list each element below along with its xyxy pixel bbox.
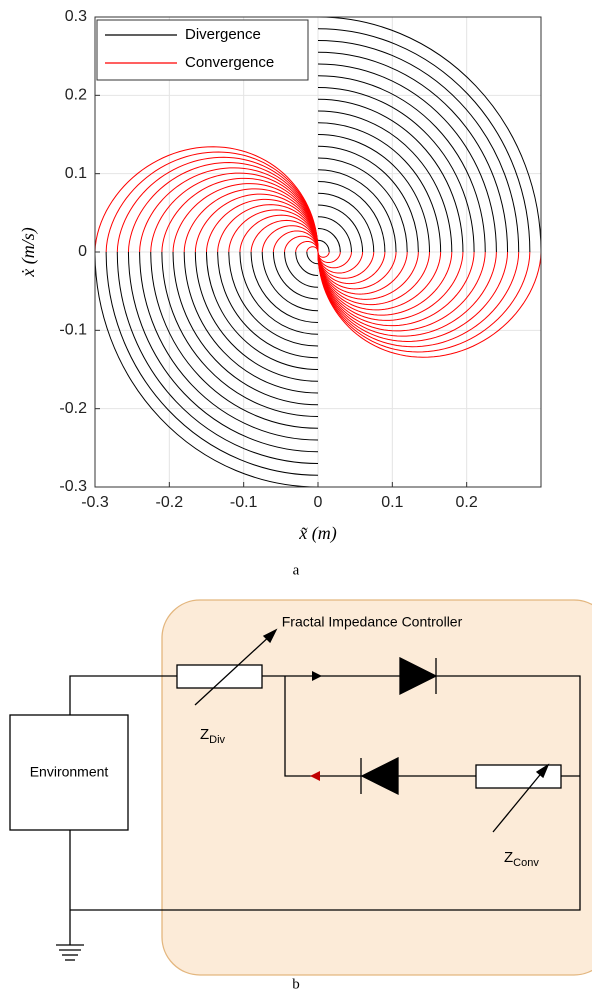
x-tick-label: -0.2 — [156, 494, 184, 511]
trajectory — [261, 225, 375, 279]
legend-label: Convergence — [185, 54, 274, 71]
trajectory — [116, 156, 520, 348]
phase-plot: -0.3 -0.2 -0.1 0 0.1 0.2 -0.3 -0.2 -0.1 0 0.1 0.2 0.… — [18, 8, 542, 544]
variable-arrow — [492, 769, 545, 833]
trajectory — [217, 145, 419, 359]
symbol: Z — [504, 849, 513, 866]
trajectory — [206, 198, 430, 306]
arrow-head — [262, 628, 278, 644]
legend-label: Divergence — [185, 26, 261, 43]
y-tick-label: 0.1 — [65, 165, 87, 182]
trajectory — [161, 177, 475, 327]
x-tick-label: -0.1 — [230, 494, 258, 511]
trajectory — [172, 183, 464, 321]
trajectory — [172, 98, 464, 406]
diode — [360, 756, 399, 796]
y-tick-label: -0.1 — [59, 322, 87, 339]
trajectory — [150, 75, 486, 429]
trajectory — [228, 157, 408, 347]
resistor — [475, 764, 562, 789]
subscript: Div — [209, 734, 225, 746]
legend: Divergence Convergence — [96, 19, 309, 81]
z-conv-label: ZConv — [504, 849, 539, 869]
y-tick-label: 0.3 — [65, 8, 87, 25]
axes-box — [94, 16, 542, 488]
trajectory — [116, 40, 520, 464]
trajectory — [94, 146, 542, 358]
trajectory — [306, 239, 330, 265]
symbol: Z — [200, 726, 209, 743]
trajectory — [150, 172, 486, 332]
controller-title: Fractal Impedance Controller — [282, 614, 463, 630]
trajectory — [284, 216, 352, 288]
y-axis-label: ẋ (m/s) — [18, 227, 39, 277]
trajectory — [183, 110, 453, 394]
controller-box — [161, 599, 592, 976]
trajectory — [206, 134, 430, 370]
trajectory — [272, 230, 364, 274]
variable-arrow — [194, 633, 273, 706]
x-tick-label: -0.3 — [81, 494, 109, 511]
trajectory — [295, 228, 341, 276]
trajectory — [139, 167, 497, 337]
caption: a — [293, 562, 300, 578]
environment-box — [9, 714, 129, 831]
trajectory — [250, 219, 386, 285]
wire — [284, 676, 478, 777]
x-tick-label: 0.1 — [381, 494, 403, 511]
resistor — [176, 664, 263, 689]
environment-label: Environment — [30, 764, 109, 780]
trajectory — [250, 181, 386, 323]
trajectory — [94, 16, 542, 488]
y-tick-label: 0 — [78, 243, 87, 260]
subscript: Conv — [513, 857, 539, 869]
trajectory — [183, 188, 453, 316]
arrow — [310, 771, 320, 781]
trajectory — [161, 87, 475, 417]
wire — [69, 675, 177, 715]
y-tick-label: 0.2 — [65, 87, 87, 104]
trajectory — [272, 204, 364, 300]
trajectory — [105, 151, 531, 353]
trajectory — [194, 122, 442, 382]
x-axis-label: x̃ (m) — [298, 523, 336, 544]
y-tick-label: -0.2 — [59, 400, 87, 417]
circuit — [9, 599, 592, 976]
arrow-head — [535, 763, 550, 779]
diode — [399, 656, 438, 696]
trajectory — [217, 204, 419, 300]
trajectory — [127, 51, 509, 453]
trajectory — [261, 192, 375, 312]
x-tick-label: 0 — [314, 494, 323, 511]
trajectory — [239, 169, 397, 335]
y-tick-label: -0.3 — [59, 478, 87, 495]
x-tick-label: 0.2 — [456, 494, 478, 511]
trajectory — [127, 162, 509, 342]
trajectory — [239, 214, 397, 290]
legend-box — [96, 19, 309, 81]
z-div-label: ZDiv — [200, 726, 226, 746]
trajectory — [194, 193, 442, 311]
trajectory — [105, 28, 531, 476]
caption: b — [292, 976, 300, 992]
trajectory — [139, 63, 497, 441]
trajectory — [228, 209, 408, 295]
arrow — [312, 671, 322, 681]
